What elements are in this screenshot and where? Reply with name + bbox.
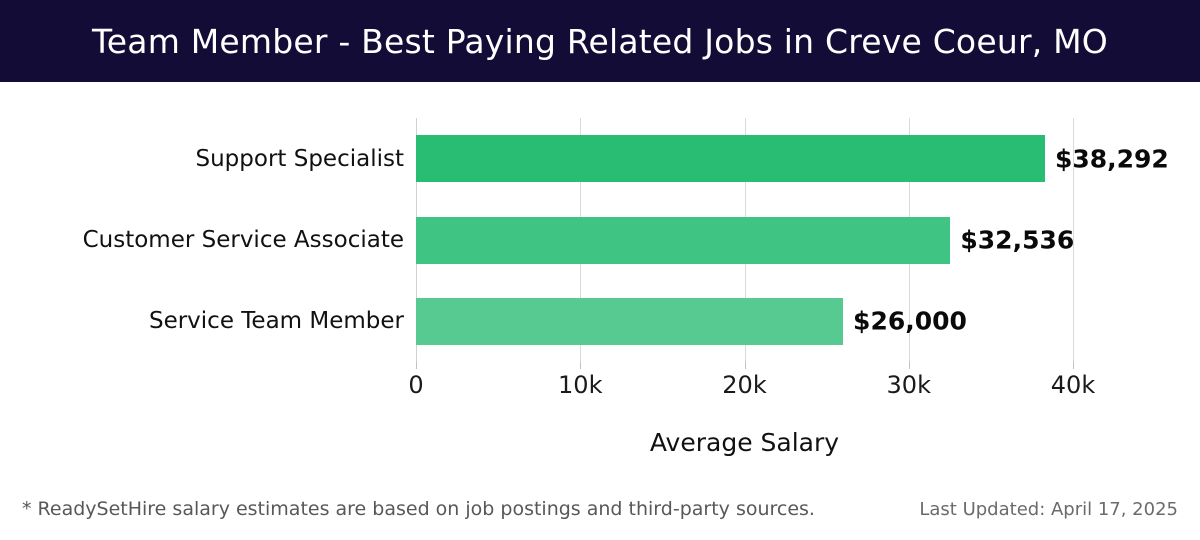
- x-tick-mark: [908, 362, 910, 369]
- plot-area: 0 10k 20k 30k 40k $38,292 $32,536 $26,000: [408, 118, 1169, 399]
- bar-row[interactable]: $38,292: [416, 135, 1169, 183]
- x-axis-label: Average Salary: [649, 428, 840, 457]
- x-tick-label: 10k: [558, 371, 603, 399]
- y-axis-category-label: Customer Service Associate: [82, 227, 404, 253]
- x-tick-label: 30k: [886, 371, 931, 399]
- chart-footer: * ReadySetHire salary estimates are base…: [0, 488, 1200, 540]
- bar[interactable]: [416, 297, 844, 345]
- x-gridline: [1073, 118, 1074, 362]
- bar[interactable]: [416, 216, 951, 264]
- x-tick-mark: [580, 362, 582, 369]
- footer-disclaimer: * ReadySetHire salary estimates are base…: [22, 498, 815, 520]
- x-tick-mark: [416, 362, 417, 369]
- bar[interactable]: [416, 135, 1045, 183]
- y-axis-category-label: Service Team Member: [148, 308, 404, 335]
- bar-value-label: $38,292: [1054, 144, 1169, 174]
- y-axis-category-label: Support Specialist: [195, 145, 405, 172]
- y-axis-tick: Service Team Member: [0, 298, 404, 345]
- x-tick-label: 0: [408, 371, 424, 399]
- bar-chart: 0 10k 20k 30k 40k $38,292 $32,536 $26,000 Avera…: [0, 82, 1200, 478]
- y-axis-tick: Support Specialist: [0, 135, 405, 182]
- bar-row[interactable]: $26,000: [416, 297, 1073, 345]
- x-tick-label: 20k: [722, 371, 767, 399]
- y-axis-tick: Customer Service Associate: [0, 217, 404, 264]
- bar-row[interactable]: $32,536: [416, 216, 1075, 264]
- bar-value-label: $26,000: [853, 306, 967, 336]
- x-tick-mark: [1073, 362, 1074, 369]
- x-tick-mark: [744, 362, 746, 369]
- footer-last-updated: Last Updated: April 17, 2025: [919, 499, 1178, 520]
- bar-value-label: $32,536: [960, 225, 1075, 255]
- page-title: Team Member - Best Paying Related Jobs i…: [92, 21, 1108, 61]
- x-tick-label: 40k: [1050, 371, 1096, 399]
- chart-header: Team Member - Best Paying Related Jobs i…: [0, 0, 1200, 82]
